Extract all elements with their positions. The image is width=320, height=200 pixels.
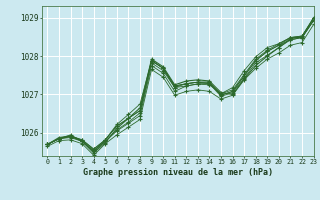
X-axis label: Graphe pression niveau de la mer (hPa): Graphe pression niveau de la mer (hPa) xyxy=(83,168,273,177)
